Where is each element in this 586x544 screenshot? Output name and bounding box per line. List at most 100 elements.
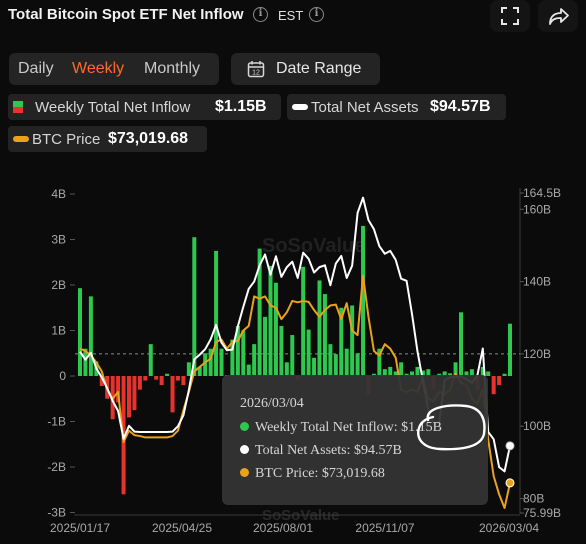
tooltip-btc-label: BTC Price: [255, 466, 319, 481]
y-right-tick-label: 100B [523, 419, 551, 433]
watermark-text: SoSoValue [262, 235, 365, 257]
tooltip-row-assets: Total Net Assets: $94.57B [240, 443, 402, 459]
inflow-bar [197, 366, 202, 376]
legend-inflow[interactable]: Weekly Total Net Inflow $1.15B [8, 94, 281, 120]
share-button[interactable] [538, 0, 578, 32]
tooltip-inflow-label: Weekly Total Net Inflow: [255, 420, 398, 435]
legend-inflow-label: Weekly Total Net Inflow [35, 99, 191, 116]
tab-monthly[interactable]: Monthly [144, 60, 201, 77]
y-left-tick-label: -1B [47, 415, 66, 429]
x-tick-label: 2025/08/01 [253, 521, 313, 535]
btc-legend-swatch [13, 136, 29, 142]
inflow-bar [464, 371, 469, 376]
inflow-bar [355, 353, 360, 376]
page-title: Total Bitcoin Spot ETF Net Inflow [8, 6, 244, 23]
chart-tooltip: 2026/03/04 Weekly Total Net Inflow: $1.1… [222, 375, 488, 505]
timezone-label: EST [278, 8, 304, 23]
inflow-bar [361, 225, 366, 376]
y-left-tick-label: 1B [51, 324, 66, 338]
inflow-bar [132, 376, 137, 411]
inflow-bar [78, 288, 82, 376]
inflow-bar [333, 354, 338, 376]
inflow-bar [230, 339, 235, 376]
y-right-tick-label: 120B [523, 347, 551, 361]
inflow-bar [252, 344, 257, 376]
timezone-info-icon[interactable]: i [309, 7, 324, 22]
legend-btc-label: BTC Price [32, 131, 101, 148]
inflow-bar [480, 366, 485, 376]
inflow-bar [257, 248, 262, 376]
inflow-bar [186, 362, 191, 376]
inflow-bar [83, 348, 88, 376]
inflow-bar [165, 373, 170, 376]
legend-btc-value: $73,019.68 [108, 130, 189, 147]
inflow-bar [328, 344, 333, 376]
inflow-bar [410, 371, 415, 376]
tooltip-inflow-dot [240, 422, 249, 431]
y-right-tick-label: 80B [523, 492, 544, 506]
date-range-label: Date Range [276, 60, 362, 77]
y-left-tick-label: -3B [47, 506, 66, 520]
info-icon[interactable]: i [253, 7, 268, 22]
inflow-bar [192, 237, 197, 376]
inflow-bar [502, 373, 507, 376]
inflow-bar [148, 344, 153, 376]
share-icon [549, 8, 569, 25]
tooltip-btc-dot [240, 468, 249, 477]
inflow-legend-swatch [13, 101, 23, 113]
x-tick-label: 2025/01/17 [50, 521, 110, 535]
inflow-bar [459, 312, 464, 376]
tooltip-assets-dot [240, 445, 249, 454]
y-left-tick-label: 0 [59, 369, 66, 383]
tab-daily[interactable]: Daily [18, 60, 54, 77]
inflow-bar [137, 376, 142, 390]
inflow-bar [469, 369, 474, 376]
inflow-bar [116, 376, 121, 403]
net-assets-end-marker [505, 441, 515, 451]
inflow-bar [203, 353, 208, 376]
inflow-bar [508, 323, 512, 376]
inflow-bar [301, 266, 306, 376]
date-range-button[interactable]: 12 Date Range [231, 53, 380, 85]
x-tick-label: 2025/04/25 [152, 521, 212, 535]
inflow-bar [214, 250, 219, 376]
tooltip-row-inflow: Weekly Total Net Inflow: $1.15B [240, 420, 442, 436]
y-right-tick-label: 140B [523, 275, 551, 289]
inflow-bar [442, 371, 447, 376]
inflow-bar [284, 362, 289, 376]
tab-weekly[interactable]: Weekly [72, 60, 125, 77]
inflow-bar [306, 329, 311, 376]
inflow-bar [393, 371, 398, 376]
legend-btc[interactable]: BTC Price $73,019.68 [8, 126, 207, 152]
inflow-bar [154, 376, 159, 380]
inflow-bar [208, 348, 213, 376]
tooltip-btc-value: $73,019.68 [321, 466, 385, 481]
inflow-bar [437, 373, 442, 376]
legend-assets-label: Total Net Assets [311, 99, 419, 116]
inflow-bar [99, 376, 104, 387]
legend-assets-value: $94.57B [430, 98, 491, 115]
tooltip-assets-value: $94.57B [353, 443, 402, 458]
y-left-tick-label: 3B [51, 233, 66, 247]
assets-legend-swatch [292, 104, 308, 110]
fullscreen-button[interactable] [490, 0, 530, 32]
inflow-bar [273, 282, 278, 376]
inflow-bar [339, 307, 344, 376]
inflow-bar [420, 370, 425, 376]
inflow-bar [143, 376, 148, 381]
inflow-bar [322, 294, 327, 376]
inflow-bar [497, 376, 502, 386]
inflow-bar [170, 376, 175, 413]
calendar-icon: 12 [247, 61, 265, 78]
y-right-tick-label: 75.99B [523, 506, 561, 520]
legend-assets[interactable]: Total Net Assets $94.57B [287, 94, 506, 120]
inflow-bar [181, 376, 186, 386]
inflow-bar [404, 373, 409, 376]
inflow-bar [279, 325, 284, 376]
inflow-bar [448, 373, 453, 376]
inflow-bar [126, 376, 131, 418]
inflow-bar [312, 357, 317, 376]
inflow-bar [382, 369, 387, 376]
y-left-tick-label: -2B [47, 460, 66, 474]
